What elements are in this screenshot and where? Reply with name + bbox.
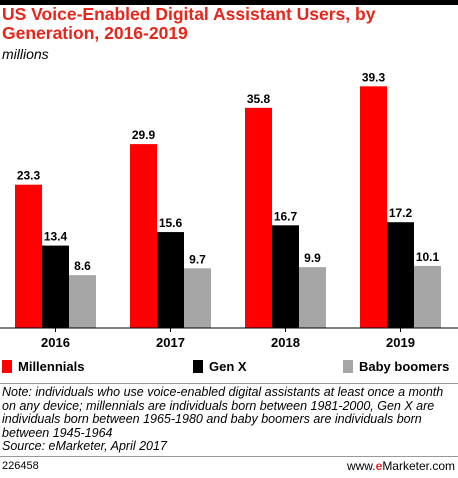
note-divider (0, 383, 458, 384)
brand-e: e (375, 459, 383, 473)
x-tick-label: 2018 (271, 335, 300, 350)
data-label: 13.4 (44, 230, 68, 244)
bar-baby-boomers-2017 (184, 268, 211, 328)
legend-swatch (343, 359, 353, 373)
data-label: 9.9 (304, 251, 321, 265)
bar-millennials-2016 (15, 184, 42, 328)
chart-id: 226458 (2, 460, 39, 472)
bar-gen-x-2018 (272, 225, 299, 328)
bar-baby-boomers-2019 (414, 265, 441, 328)
bar-baby-boomers-2018 (299, 267, 326, 328)
data-label: 23.3 (17, 169, 41, 183)
legend-swatch (2, 359, 12, 373)
data-label: 35.8 (247, 92, 271, 106)
footer-divider (0, 456, 458, 457)
data-label: 29.9 (132, 128, 156, 142)
bar-millennials-2018 (245, 107, 272, 328)
data-label: 39.3 (362, 70, 386, 84)
legend-label: Gen X (209, 358, 247, 374)
legend-item: Millennials (2, 357, 84, 375)
bar-millennials-2019 (360, 86, 387, 329)
legend-swatch (193, 359, 203, 373)
brand-prefix: www. (346, 459, 376, 473)
data-label: 10.1 (416, 250, 440, 264)
data-label: 9.7 (189, 252, 206, 266)
data-label: 8.6 (74, 259, 91, 273)
chart-title: US Voice-Enabled Digital Assistant Users… (2, 4, 376, 43)
bar-chart: 23.3 13.4 8.6 2016 29.9 15.6 9.7 2017 35.8 16.7 9.… (0, 70, 458, 350)
chart-subtitle: millions (2, 46, 49, 62)
x-tick-label: 2019 (386, 335, 415, 350)
brand-rest: Marketer.com (382, 459, 455, 473)
brand-logo: www.eMarketer.com (347, 459, 455, 473)
note-text: Note: individuals who use voice-enabled … (2, 385, 444, 440)
x-tick-label: 2017 (156, 335, 185, 350)
source-text: Source: eMarketer, April 2017 (2, 439, 167, 454)
legend-label: Millennials (18, 358, 85, 374)
chart-legend: Millennials Gen X Baby boomers (0, 357, 458, 375)
legend-label: Baby boomers (359, 358, 450, 374)
bar-gen-x-2019 (387, 222, 414, 328)
bar-gen-x-2017 (157, 232, 184, 328)
top-bar (0, 0, 458, 5)
bar-baby-boomers-2016 (69, 275, 96, 328)
data-label: 16.7 (274, 209, 298, 223)
legend-item: Baby boomers (343, 357, 449, 375)
data-label: 17.2 (389, 206, 413, 220)
data-label: 15.6 (159, 216, 183, 230)
legend-item: Gen X (193, 357, 247, 375)
chart-note: Note: individuals who use voice-enabled … (2, 385, 456, 454)
x-tick-label: 2016 (41, 335, 70, 350)
bar-millennials-2017 (130, 144, 157, 328)
bar-gen-x-2016 (42, 245, 69, 328)
